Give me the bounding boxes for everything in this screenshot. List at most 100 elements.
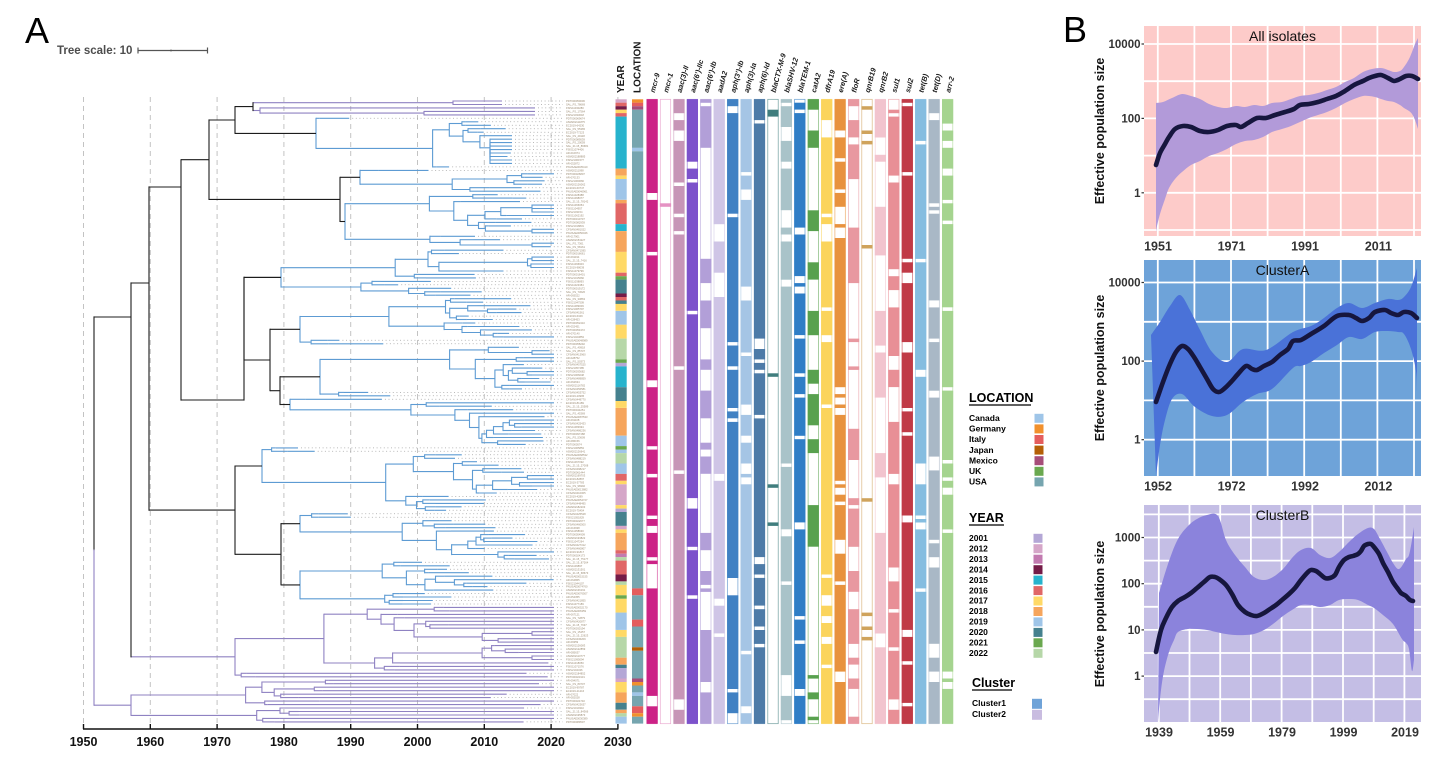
svg-text:2016: 2016 [969,585,988,595]
svg-text:CFSAN0425433: CFSAN0425433 [566,422,586,426]
svg-text:SAL_21.15_78142: SAL_21.15_78142 [566,200,589,204]
svg-text:SAL_21.15_7637: SAL_21.15_7637 [566,623,587,627]
svg-text:FSIS21044107: FSIS21044107 [566,581,584,585]
svg-text:LOCATION: LOCATION [633,42,644,93]
svg-text:AR-085637: AR-085637 [566,651,580,655]
svg-text:EC2019-99787: EC2019-99787 [566,685,585,689]
svg-text:CFSAN0413960: CFSAN0413960 [566,352,586,356]
svg-text:1999: 1999 [1330,726,1358,740]
svg-text:1960: 1960 [136,735,164,749]
svg-text:1980: 1980 [270,735,298,749]
svg-text:AR-028752: AR-028752 [566,356,580,360]
svg-text:AR-070133: AR-070133 [566,175,580,179]
svg-text:2018: 2018 [969,606,988,616]
svg-text:SAL_21.15_84366: SAL_21.15_84366 [566,710,589,714]
svg-text:sul2: sul2 [903,77,915,93]
svg-text:EC2019-81189: EC2019-81189 [566,401,584,405]
svg-text:CFSAN0481022: CFSAN0481022 [566,227,586,231]
svg-text:1972: 1972 [1218,480,1246,494]
svg-text:AR-028453: AR-028453 [566,318,580,322]
svg-text:Mexico: Mexico [969,455,998,465]
svg-text:ASM20211098: ASM20211098 [566,169,584,173]
svg-text:1979: 1979 [1268,726,1296,740]
svg-text:PNUSAE0074760: PNUSAE0074760 [566,585,588,589]
svg-text:SAL_FS_45369: SAL_FS_45369 [566,411,585,415]
svg-text:2011: 2011 [1365,240,1392,254]
svg-text:FSIS21060666: FSIS21060666 [566,179,584,183]
svg-text:AR-052451: AR-052451 [566,325,580,329]
svg-text:Effective population size: Effective population size [1093,541,1107,688]
svg-text:A: A [25,10,49,51]
svg-text:SAL_FS_49118: SAL_FS_49118 [566,134,585,138]
svg-text:2019: 2019 [1391,726,1419,740]
svg-text:CFSAN0410005: CFSAN0410005 [566,491,586,495]
svg-text:Germany: Germany [969,424,1006,434]
svg-text:CFSAN0498217: CFSAN0498217 [566,467,586,471]
svg-text:FSIS11058630: FSIS11058630 [566,529,584,533]
svg-text:FSIS21065853: FSIS21065853 [566,446,584,450]
svg-text:EC2019-60747: EC2019-60747 [566,186,585,190]
svg-text:CFSAN0453752: CFSAN0453752 [566,391,586,395]
svg-text:EC2019-21216: EC2019-21216 [566,689,585,693]
svg-text:1991: 1991 [1291,240,1319,254]
svg-text:SAL_FS_20059: SAL_FS_20059 [566,141,585,145]
svg-text:2010: 2010 [470,735,498,749]
svg-text:AR-052872: AR-052872 [566,162,580,166]
svg-text:AR-094071: AR-094071 [566,678,580,682]
svg-text:PNUSAE0068532: PNUSAE0068532 [566,453,588,457]
svg-text:CFSAN0448495: CFSAN0448495 [566,502,586,506]
svg-text:1970: 1970 [203,735,231,749]
svg-text:Effective population size: Effective population size [1093,58,1107,205]
svg-text:LOCATION: LOCATION [969,391,1033,405]
svg-text:PDT000022677: PDT000022677 [566,519,585,523]
svg-text:ClusterB: ClusterB [1256,507,1310,523]
svg-text:ASM202131501: ASM202131501 [566,567,586,571]
svg-text:floR: floR [849,77,862,94]
svg-text:1950: 1950 [70,735,98,749]
svg-text:2000: 2000 [404,735,432,749]
svg-text:2015: 2015 [969,575,988,585]
svg-text:SAL_FS_73626: SAL_FS_73626 [566,290,585,294]
svg-text:Effective population size: Effective population size [1093,295,1107,442]
svg-text:FSIS11047264: FSIS11047264 [566,540,584,544]
svg-text:100: 100 [1121,113,1140,125]
svg-text:PDT000024740: PDT000024740 [566,699,585,703]
svg-text:SAL_FS_58161: SAL_FS_58161 [566,245,585,249]
svg-text:EC2019-77223: EC2019-77223 [566,130,585,134]
svg-text:ASM202188885: ASM202188885 [566,155,586,159]
svg-text:Canada: Canada [969,413,1000,423]
svg-text:Tree scale: 10: Tree scale: 10 [57,45,132,57]
svg-text:All isolates: All isolates [1249,28,1316,44]
svg-text:CFSAN0471595: CFSAN0471595 [566,248,586,252]
svg-text:CFSAN0488219: CFSAN0488219 [566,456,586,460]
svg-text:FSIS21023853: FSIS21023853 [566,335,584,339]
svg-text:ASM202193822: ASM202193822 [566,536,586,540]
svg-text:2021: 2021 [969,638,988,648]
svg-text:PNUSAE0076507: PNUSAE0076507 [566,592,588,596]
svg-text:SAL_21.15_75177: SAL_21.15_75177 [566,557,589,561]
svg-text:ASM202116782: ASM202116782 [566,384,586,388]
svg-text:FSIS11030280: FSIS11030280 [566,106,584,110]
svg-text:ASM202182203: ASM202182203 [566,505,586,509]
svg-text:FSIS21065797: FSIS21065797 [566,307,584,311]
svg-text:CFSAN0456581: CFSAN0456581 [566,387,586,391]
svg-text:PDT0000574: PDT0000574 [566,443,582,447]
svg-text:PNUSAE0035410: PNUSAE0035410 [566,165,588,169]
svg-text:FSIS11023384: FSIS11023384 [566,283,584,287]
svg-text:B: B [1063,9,1087,50]
svg-text:CFSAN0460807: CFSAN0460807 [566,547,586,551]
svg-text:ASM202126083: ASM202126083 [566,644,586,648]
svg-text:PNUSAE0015155: PNUSAE0015155 [566,574,588,578]
svg-text:PDT000061444: PDT000061444 [566,470,585,474]
svg-text:arr-2: arr-2 [943,76,956,94]
svg-text:PNUSAE0054727: PNUSAE0054727 [566,498,588,502]
svg-text:ASM202184852: ASM202184852 [566,671,586,675]
svg-text:FSIS11096903: FSIS11096903 [566,262,584,266]
svg-text:FSIS21019310: FSIS21019310 [566,706,584,710]
svg-text:FSIS21047509: FSIS21047509 [566,300,584,304]
svg-text:PNUSAE0048989: PNUSAE0048989 [566,338,588,342]
svg-text:PDT000089507: PDT000089507 [566,720,585,724]
svg-text:AR-064865: AR-064865 [566,578,580,582]
svg-text:Cluster2: Cluster2 [972,709,1006,719]
svg-text:PDT000054909: PDT000054909 [566,533,585,537]
